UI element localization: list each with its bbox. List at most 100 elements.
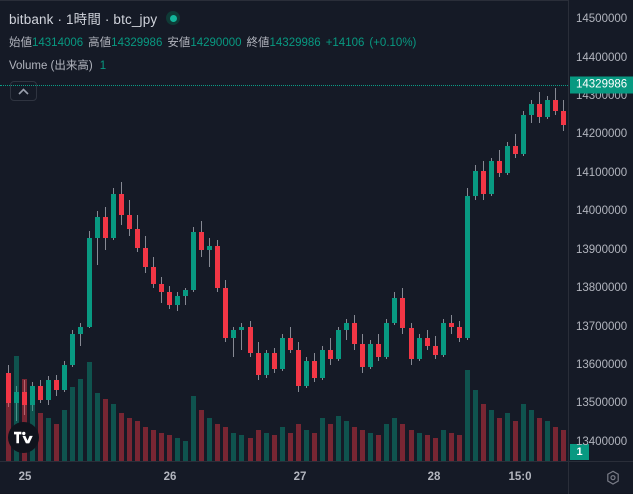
candle-body [448,322,454,327]
change-absolute: +14106 [325,37,365,49]
low-label: 安値 [167,37,191,49]
candle-body [14,391,20,404]
volume-bar [175,438,181,461]
symbol-title[interactable]: bitbank · 1時間 · btc_jpy [9,12,158,27]
volume-bar [46,418,52,461]
current-price-line [0,84,568,86]
volume-bar [456,435,462,461]
volume-bar [497,418,503,461]
candle-body [70,334,76,365]
candle-body [239,326,245,331]
candle-body [86,238,92,327]
candle-body [279,338,285,369]
candle-wick [80,322,82,346]
volume-bar [102,398,108,461]
volume-value-badge: 1 [570,444,589,460]
volume-bar [545,421,551,461]
volume-bar [328,424,333,461]
pane-top-divider [0,0,568,1]
volume-bar [521,404,527,461]
candle-body [78,326,84,335]
candle-body [553,99,559,112]
candle-body [150,266,156,285]
candle-body [142,247,148,267]
candle-body [158,284,164,292]
candle-body [480,170,486,194]
volume-bar [86,361,92,461]
volume-value: 1 [99,60,107,72]
legend-title-row[interactable]: bitbank · 1時間 · btc_jpy [9,8,416,28]
candle-body [392,297,398,323]
candle-body [368,343,374,367]
candle-body [561,111,567,125]
volume-bar [54,424,60,461]
volume-bar [110,404,116,461]
candle-body [545,99,551,118]
candle-wick [241,322,243,350]
volume-bar [408,429,414,461]
gear-hex-icon [607,470,619,485]
candle-body [513,145,519,154]
price-axis-tick: 14300000 [576,90,628,103]
volume-bar [440,429,446,461]
time-axis[interactable]: 25 26 27 28 15:0 [0,461,633,494]
candle-body [102,217,108,239]
candle-body [118,194,124,216]
tradingview-logo[interactable] [8,422,39,453]
chart-settings-icon[interactable] [604,469,622,487]
volume-bar [239,435,245,461]
candle-body [263,353,269,375]
price-axis-tick: 14200000 [576,128,628,141]
market-open-dot [166,11,181,25]
candle-body [110,194,116,239]
volume-bar [183,441,189,461]
volume-bar [424,435,430,461]
candle-wick [96,211,98,266]
volume-bar [489,409,494,461]
candle-body [303,361,309,387]
candle-body [424,338,430,346]
candle-body [472,170,478,196]
price-axis-tick: 14100000 [576,166,628,179]
price-axis-tick: 13500000 [576,397,628,410]
volume-bar [368,432,374,461]
candle-body [432,345,438,356]
price-axis[interactable]: 14329986 1 14500000 14400000 14300000 14200… [568,0,633,461]
volume-bar [505,412,511,461]
price-axis-tick: 14000000 [576,205,628,218]
candle-body [384,322,390,358]
time-axis-tick: 26 [163,471,177,483]
volume-legend-row[interactable]: Volume (出来高) 1 [9,57,416,73]
candle-body [360,343,366,367]
price-axis-tick: 13400000 [576,435,628,448]
volume-bar [70,387,76,461]
candle-body [521,115,527,154]
close-value: 14329986 [269,37,321,49]
candle-body [489,161,494,194]
volume-bar [537,418,543,461]
candle-body [271,353,277,369]
candle-body [30,386,36,406]
candle-body [94,217,100,239]
candlestick-plot[interactable] [0,0,568,461]
candle-body [505,145,511,173]
candle-body [287,338,293,350]
candle-wick [16,386,18,421]
collapse-legend-button[interactable] [10,81,37,101]
volume-bar [134,421,140,461]
open-value: 14314006 [32,37,84,49]
volume-bar [247,438,253,461]
price-axis-tick: 14400000 [576,51,628,64]
candle-body [191,232,197,291]
candle-body [207,245,213,250]
candle-wick [185,288,187,306]
volume-bar [287,432,293,461]
ohlc-values-row: 始値14314006 高値14329986 安値14290000 終値14329986… [9,34,416,50]
chart-pane[interactable] [0,0,568,461]
candle-body [6,372,11,404]
volume-bar [62,409,68,461]
candle-body [134,228,140,248]
candle-body [255,353,261,375]
candle-body [295,349,301,387]
